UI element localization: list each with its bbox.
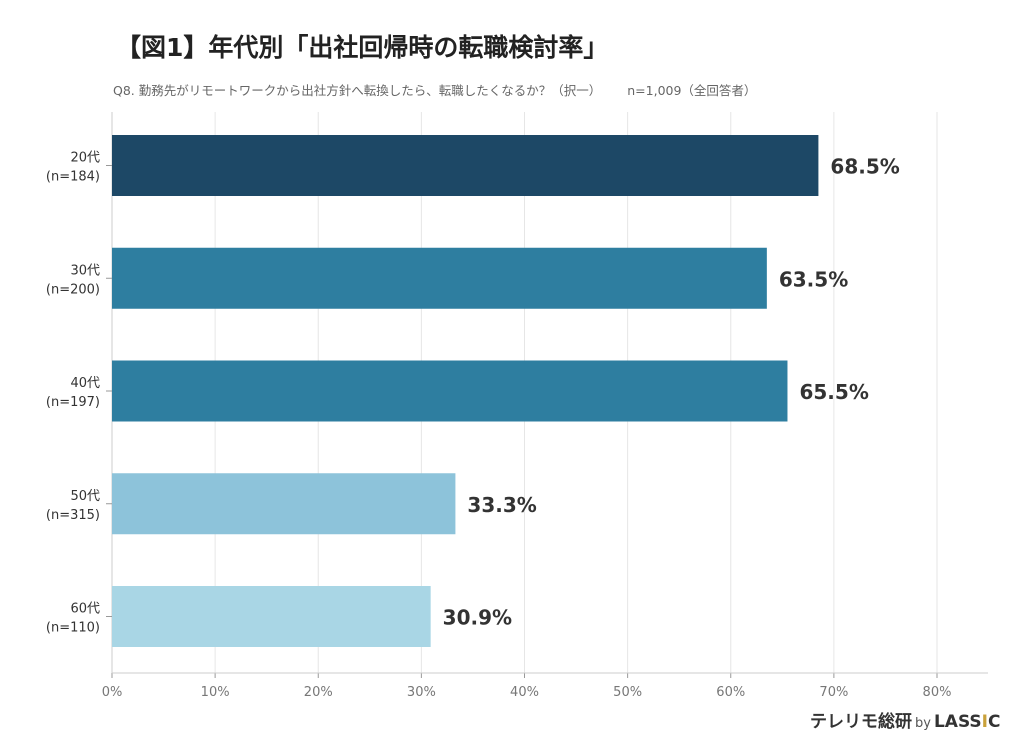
y-tick-label: 20代	[70, 151, 100, 166]
bar-60代	[112, 586, 431, 647]
x-tick-label: 40%	[510, 685, 539, 700]
y-tick-sublabel: (n=197)	[46, 395, 100, 410]
x-tick-label: 20%	[304, 685, 333, 700]
data-label: 33.3%	[467, 493, 536, 517]
y-tick-label: 60代	[70, 602, 100, 617]
chart-title: 【図1】年代別「出社回帰時の転職検討率」	[116, 33, 609, 62]
x-tick-label: 50%	[613, 685, 642, 700]
x-tick-label: 10%	[201, 685, 230, 700]
data-label: 68.5%	[830, 155, 899, 179]
bar-30代	[112, 247, 767, 309]
data-label: 63.5%	[779, 267, 848, 291]
y-tick-sublabel: (n=184)	[46, 170, 100, 185]
x-tick-label: 70%	[819, 685, 848, 700]
y-tick-sublabel: (n=200)	[46, 282, 100, 297]
sample-note: n=1,009（全回答者）	[627, 83, 757, 98]
y-tick-sublabel: (n=110)	[46, 621, 100, 636]
x-tick-label: 0%	[102, 685, 123, 700]
logo: テレリモ総研 by LASSIC	[810, 712, 1001, 732]
data-label: 30.9%	[443, 606, 512, 630]
y-tick-label: 30代	[70, 263, 100, 278]
chart-subtitle: Q8. 勤務先がリモートワークから出社方針へ転換したら、転職したくなるか？（択一…	[113, 80, 782, 99]
question-text: Q8. 勤務先がリモートワークから出社方針へ転換したら、転職したくなるか？（択一…	[113, 83, 602, 98]
y-tick-label: 50代	[70, 489, 100, 504]
x-tick-label: 60%	[716, 685, 745, 700]
x-tick-label: 30%	[407, 685, 436, 700]
bar-50代	[112, 473, 456, 535]
bar-40代	[112, 360, 788, 422]
y-tick-label: 40代	[70, 376, 100, 391]
x-tick-label: 80%	[923, 685, 952, 700]
data-label: 65.5%	[799, 380, 868, 404]
y-tick-sublabel: (n=315)	[46, 508, 100, 523]
bar-20代	[112, 135, 819, 196]
